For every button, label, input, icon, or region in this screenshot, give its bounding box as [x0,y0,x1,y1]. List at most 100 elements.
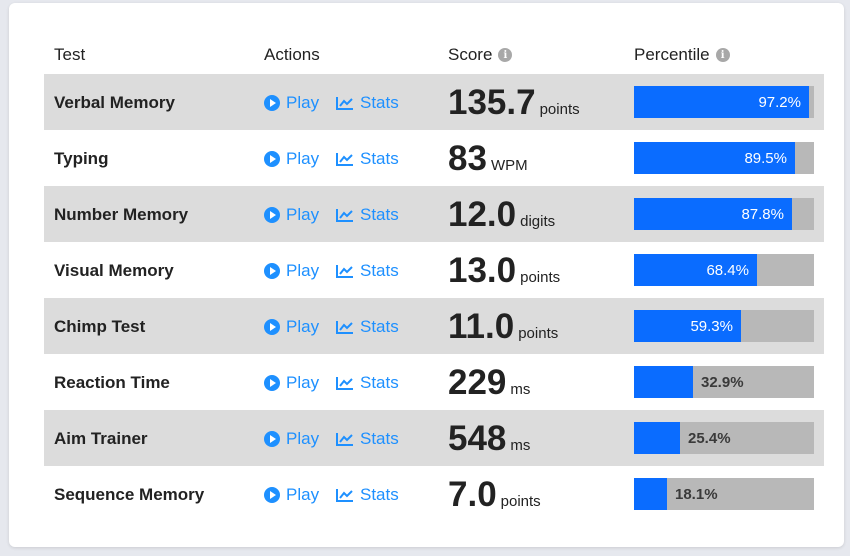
chart-line-icon [336,433,353,446]
score-value: 548 [448,419,507,458]
stats-button[interactable]: Stats [336,429,399,449]
play-button[interactable]: Play [264,373,319,393]
score: 548 ms [448,419,530,459]
play-button[interactable]: Play [264,261,319,281]
percentile-bar-fill [634,142,795,174]
play-label: Play [286,93,320,112]
play-button[interactable]: Play [264,149,319,169]
chart-line-icon [336,265,353,278]
chart-line-icon [336,153,353,166]
play-icon [264,431,280,447]
table-header: Test Actions Score i Percentile i [44,43,824,67]
play-icon [264,319,280,335]
stats-label: Stats [360,485,399,504]
play-label: Play [286,373,320,392]
score: 7.0 points [448,475,541,515]
percentile-label: 89.5% [744,150,787,167]
play-icon [264,151,280,167]
stats-label: Stats [360,93,399,112]
percentile-label: 87.8% [741,206,784,223]
stats-label: Stats [360,261,399,280]
percentile-label: 97.2% [758,94,801,111]
percentile-bar-fill [634,198,792,230]
test-name: Number Memory [54,205,189,224]
percentile-label: 32.9% [701,374,744,391]
test-name: Verbal Memory [54,93,175,112]
score-unit: ms [510,437,531,454]
play-button[interactable]: Play [264,317,319,337]
play-button[interactable]: Play [264,429,319,449]
info-icon[interactable]: i [715,48,730,62]
table-row: Aim Trainer Play Stats 548 ms 25.4% [44,410,824,466]
stats-button[interactable]: Stats [336,317,399,337]
test-name: Sequence Memory [54,485,205,504]
score-value: 13.0 [448,251,517,290]
stats-button[interactable]: Stats [336,205,399,225]
percentile-bar-fill [634,478,667,510]
play-button[interactable]: Play [264,93,319,113]
percentile-label: 25.4% [688,430,731,447]
stats-label: Stats [360,373,399,392]
test-name: Typing [54,149,109,168]
test-name: Reaction Time [54,373,170,392]
info-icon[interactable]: i [498,48,513,62]
score-value: 7.0 [448,475,497,514]
chart-line-icon [336,97,353,110]
stats-button[interactable]: Stats [336,149,399,169]
table-row: Sequence Memory Play Stats 7.0 points 18.1% [44,466,824,522]
percentile-bar-fill [634,254,757,286]
header-percentile-label: Percentile [634,45,710,64]
percentile-bar-fill [634,366,693,398]
stats-button[interactable]: Stats [336,93,399,113]
stats-label: Stats [360,205,399,224]
test-name: Visual Memory [54,261,174,280]
play-button[interactable]: Play [264,205,319,225]
percentile-bar: 59.3% [634,310,814,342]
play-label: Play [286,205,320,224]
score-value: 12.0 [448,195,517,234]
percentile-bar: 25.4% [634,422,814,454]
header-test-label: Test [54,45,86,64]
score-unit: WPM [490,157,528,174]
score: 13.0 points [448,251,560,291]
percentile-bar: 68.4% [634,254,814,286]
table-row: Visual Memory Play Stats 13.0 points 68.4% [44,242,824,298]
score-value: 83 [448,139,487,178]
stats-label: Stats [360,429,399,448]
header-score-label: Score [448,45,493,64]
header-actions: Actions [264,45,320,65]
play-label: Play [286,317,320,336]
stats-label: Stats [360,317,399,336]
stats-button[interactable]: Stats [336,261,399,281]
chart-line-icon [336,209,353,222]
header-actions-label: Actions [264,45,320,64]
score-unit: points [520,269,561,286]
score-unit: points [518,325,559,342]
stats-button[interactable]: Stats [336,485,399,505]
percentile-label: 59.3% [690,318,733,335]
score: 135.7 points [448,83,580,123]
chart-line-icon [336,377,353,390]
percentile-bar: 89.5% [634,142,814,174]
percentile-bar: 32.9% [634,366,814,398]
stats-button[interactable]: Stats [336,373,399,393]
play-label: Play [286,261,320,280]
play-icon [264,263,280,279]
score-unit: points [500,493,541,510]
table-row: Chimp Test Play Stats 11.0 points 59.3% [44,298,824,354]
percentile-bar: 97.2% [634,86,814,118]
score-unit: points [539,101,580,118]
table-row: Reaction Time Play Stats 229 ms 32.9% [44,354,824,410]
header-score: Score i [448,45,513,65]
play-button[interactable]: Play [264,485,319,505]
play-icon [264,375,280,391]
header-percentile: Percentile i [634,45,730,65]
score: 11.0 points [448,307,558,347]
percentile-bar-fill [634,310,741,342]
score: 12.0 digits [448,195,555,235]
play-icon [264,207,280,223]
play-label: Play [286,485,320,504]
test-name: Chimp Test [54,317,146,336]
score-value: 229 [448,363,507,402]
percentile-bar-fill [634,422,680,454]
